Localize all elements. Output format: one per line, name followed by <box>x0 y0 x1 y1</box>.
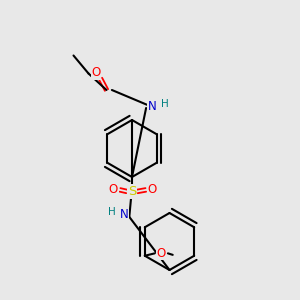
Text: O: O <box>156 247 165 260</box>
Text: H: H <box>108 207 116 217</box>
Text: S: S <box>128 185 136 198</box>
Text: H: H <box>161 99 169 109</box>
Text: N: N <box>148 100 157 113</box>
Text: O: O <box>148 183 157 196</box>
Text: O: O <box>109 183 118 196</box>
Text: N: N <box>120 208 129 221</box>
Text: O: O <box>92 66 100 79</box>
